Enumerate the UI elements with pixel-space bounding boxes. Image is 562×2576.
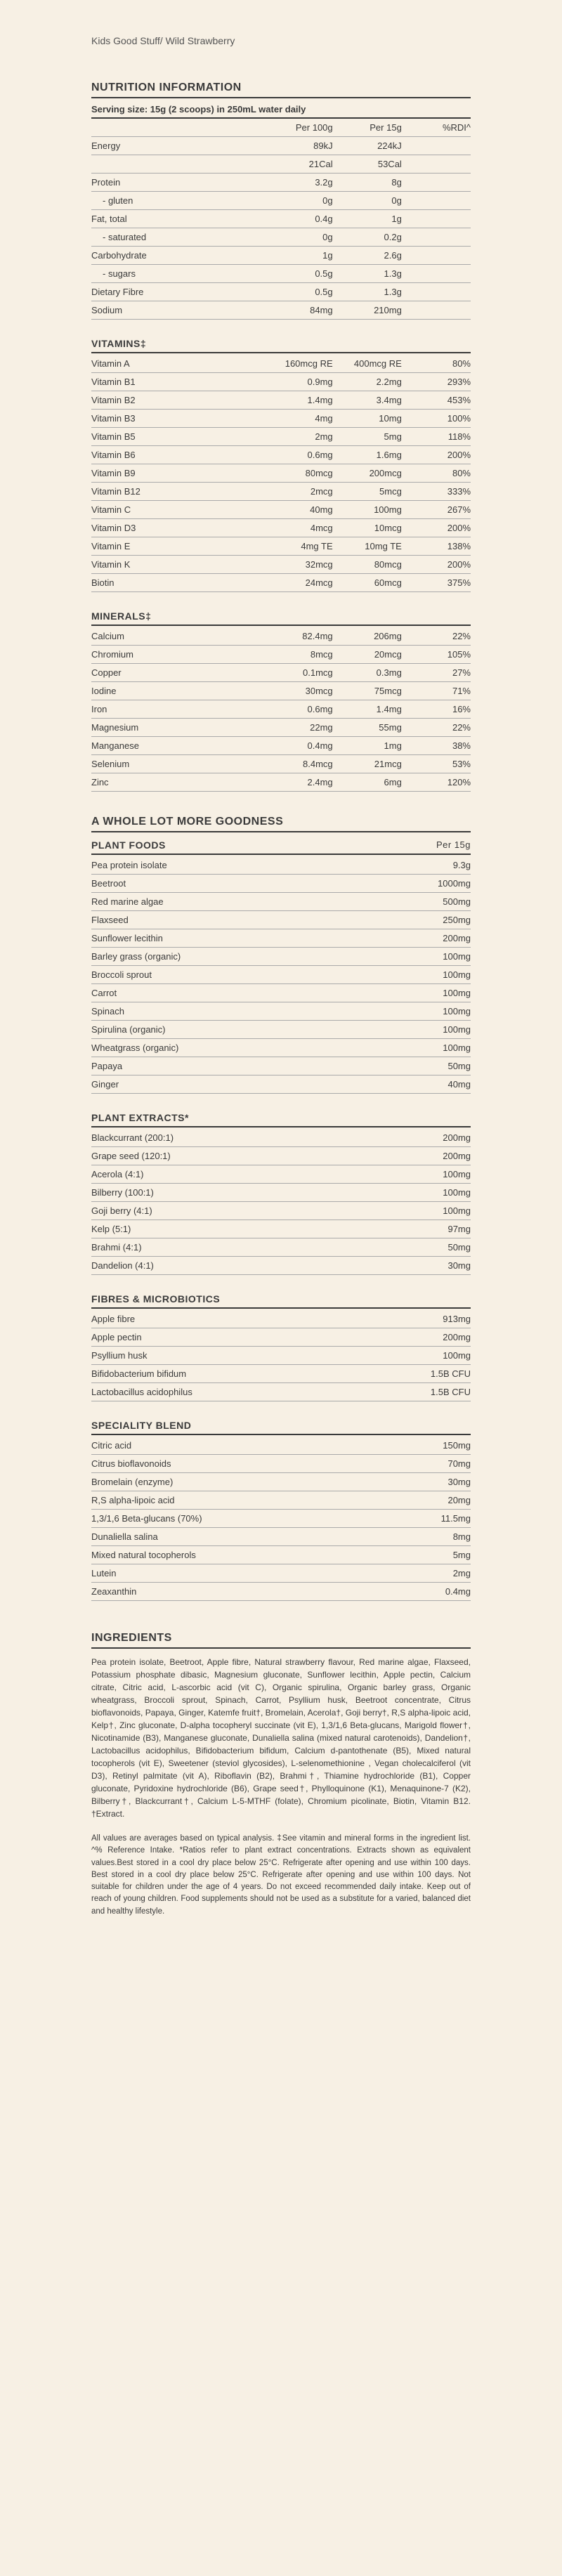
vitamins-heading: VITAMINS‡ [91,338,471,353]
product-title: Kids Good Stuff/ Wild Strawberry [91,35,471,46]
table-row: Vitamin B10.9mg2.2mg293% [91,373,471,391]
table-row: 21Cal53Cal [91,155,471,174]
table-row: Zeaxanthin0.4mg [91,1583,471,1601]
table-row: Bilberry (100:1)100mg [91,1184,471,1202]
table-row: Bromelain (enzyme)30mg [91,1473,471,1491]
table-row: Blackcurrant (200:1)200mg [91,1129,471,1147]
minerals-heading: MINERALS‡ [91,610,471,626]
table-row: Iron0.6mg1.4mg16% [91,700,471,719]
plant-extracts-heading: PLANT EXTRACTS* [91,1112,471,1127]
table-row: Citric acid150mg [91,1437,471,1455]
table-row: Dandelion (4:1)30mg [91,1257,471,1275]
table-row: R,S alpha-lipoic acid20mg [91,1491,471,1510]
plant-extracts-table: Blackcurrant (200:1)200mgGrape seed (120… [91,1129,471,1275]
table-row: Biotin24mcg60mcg375% [91,574,471,592]
ingredients-heading: INGREDIENTS [91,1632,471,1649]
table-row: Copper0.1mcg0.3mg27% [91,664,471,682]
plant-foods-heading: PLANT FOODS Per 15g [91,839,471,855]
table-row: Lutein2mg [91,1564,471,1583]
table-row: 1,3/1,6 Beta-glucans (70%)11.5mg [91,1510,471,1528]
table-row: Mixed natural tocopherols5mg [91,1546,471,1564]
speciality-table: Citric acid150mgCitrus bioflavonoids70mg… [91,1437,471,1601]
table-row: - gluten0g0g [91,192,471,210]
table-row: Pea protein isolate9.3g [91,856,471,875]
nutrition-table: Per 100gPer 15g%RDI^Energy89kJ224kJ21Cal… [91,119,471,320]
table-row: Vitamin B60.6mg1.6mg200% [91,446,471,464]
table-row: Manganese0.4mg1mg38% [91,737,471,755]
fibres-heading: FIBRES & MICROBIOTICS [91,1293,471,1309]
table-row: Protein3.2g8g [91,174,471,192]
table-row: Zinc2.4mg6mg120% [91,773,471,792]
table-row: Barley grass (organic)100mg [91,948,471,966]
plant-foods-table: Pea protein isolate9.3gBeetroot1000mgRed… [91,856,471,1094]
table-row: Bifidobacterium bifidum1.5B CFU [91,1365,471,1383]
table-row: Vitamin B52mg5mg118% [91,428,471,446]
goodness-heading: A WHOLE LOT MORE GOODNESS [91,816,471,832]
table-row: Ginger40mg [91,1075,471,1094]
col-rdi: %RDI^ [402,119,471,137]
table-row: Vitamin E4mg TE10mg TE138% [91,537,471,556]
minerals-table: Calcium82.4mg206mg22%Chromium8mcg20mcg10… [91,627,471,792]
col-per15: Per 15g [333,119,402,137]
table-row: Selenium8.4mcg21mcg53% [91,755,471,773]
ingredients-text: Pea protein isolate, Beetroot, Apple fib… [91,1656,471,1820]
table-row: Dietary Fibre0.5g1.3g [91,283,471,301]
table-row: Acerola (4:1)100mg [91,1165,471,1184]
table-row: Psyllium husk100mg [91,1347,471,1365]
table-row: Carbohydrate1g2.6g [91,247,471,265]
table-row: Papaya50mg [91,1057,471,1075]
table-row: Vitamin D34mcg10mcg200% [91,519,471,537]
table-row: Sunflower lecithin200mg [91,929,471,948]
vitamins-table: Vitamin A160mcg RE400mcg RE80%Vitamin B1… [91,355,471,592]
table-row: Vitamin B122mcg5mcg333% [91,483,471,501]
table-row: Red marine algae500mg [91,893,471,911]
table-row: Sodium84mg210mg [91,301,471,320]
table-row: Fat, total0.4g1g [91,210,471,228]
plant-foods-label: PLANT FOODS [91,839,166,851]
table-row: Kelp (5:1)97mg [91,1220,471,1238]
col-per100: Per 100g [263,119,332,137]
table-row: Carrot100mg [91,984,471,1002]
table-row: Energy89kJ224kJ [91,137,471,155]
table-row: Lactobacillus acidophilus1.5B CFU [91,1383,471,1401]
table-row: Wheatgrass (organic)100mg [91,1039,471,1057]
table-row: - saturated0g0.2g [91,228,471,247]
table-row: Magnesium22mg55mg22% [91,719,471,737]
table-row: Vitamin B34mg10mg100% [91,410,471,428]
nutrition-heading: NUTRITION INFORMATION [91,81,471,98]
table-row: Vitamin B21.4mg3.4mg453% [91,391,471,410]
table-row: Chromium8mcg20mcg105% [91,646,471,664]
table-row: Iodine30mcg75mcg71% [91,682,471,700]
speciality-heading: SPECIALITY BLEND [91,1420,471,1435]
table-row: - sugars0.5g1.3g [91,265,471,283]
table-row: Vitamin A160mcg RE400mcg RE80% [91,355,471,373]
table-row: Citrus bioflavonoids70mg [91,1455,471,1473]
table-row: Vitamin C40mg100mg267% [91,501,471,519]
table-row: Vitamin B980mcg200mcg80% [91,464,471,483]
table-row: Brahmi (4:1)50mg [91,1238,471,1257]
table-row: Apple pectin200mg [91,1328,471,1347]
table-row: Broccoli sprout100mg [91,966,471,984]
table-row: Grape seed (120:1)200mg [91,1147,471,1165]
table-row: Beetroot1000mg [91,875,471,893]
table-row: Flaxseed250mg [91,911,471,929]
table-row: Spirulina (organic)100mg [91,1021,471,1039]
footnote-text: All values are averages based on typical… [91,1833,471,1918]
table-row: Spinach100mg [91,1002,471,1021]
table-row: Dunaliella salina8mg [91,1528,471,1546]
serving-size: Serving size: 15g (2 scoops) in 250mL wa… [91,101,471,119]
table-row: Calcium82.4mg206mg22% [91,627,471,646]
fibres-table: Apple fibre913mgApple pectin200mgPsylliu… [91,1310,471,1401]
table-row: Vitamin K32mcg80mcg200% [91,556,471,574]
table-row: Apple fibre913mg [91,1310,471,1328]
table-row: Goji berry (4:1)100mg [91,1202,471,1220]
plant-foods-col: Per 15g [436,839,471,850]
